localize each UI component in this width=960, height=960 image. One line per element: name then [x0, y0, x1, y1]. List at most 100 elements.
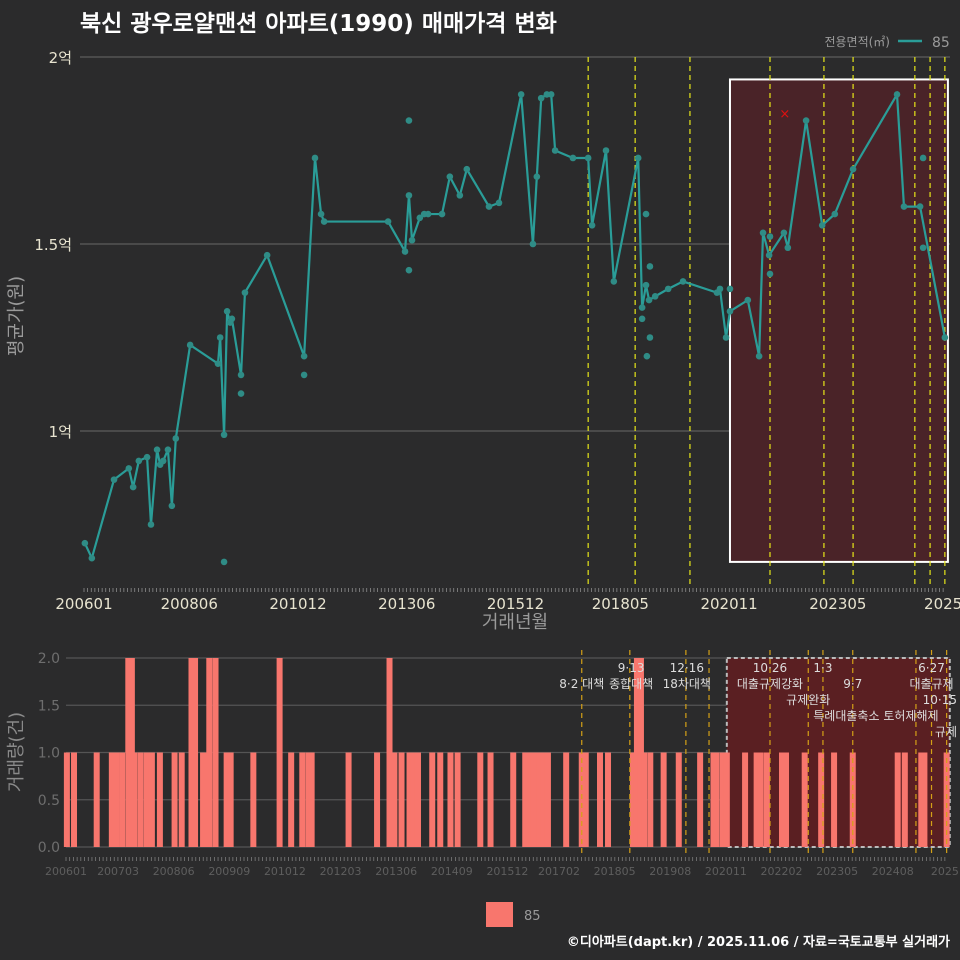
data-point — [638, 304, 646, 311]
data-point — [241, 289, 249, 296]
data-point — [384, 218, 392, 225]
data-point — [916, 203, 924, 210]
policy-annotation: 종합대책 — [609, 676, 653, 691]
data-point — [941, 334, 949, 341]
volume-bar — [410, 752, 417, 847]
volume-bar — [447, 752, 454, 847]
volume-bar — [200, 752, 207, 847]
data-point — [408, 236, 416, 244]
policy-annotation: 대출규제 — [909, 677, 953, 691]
volume-bar — [128, 658, 135, 847]
volume-bar — [633, 658, 640, 847]
volume-bar — [742, 752, 749, 847]
y-tick-label: 0.0 — [38, 840, 60, 856]
data-point — [416, 214, 424, 222]
data-point — [220, 431, 228, 439]
volume-bar — [250, 752, 257, 847]
data-point — [784, 244, 792, 252]
data-point — [569, 154, 577, 162]
data-point — [147, 521, 155, 528]
volume-bar — [406, 752, 413, 847]
data-point — [168, 502, 176, 510]
volume-bar — [131, 752, 138, 847]
volume-bar — [675, 752, 682, 847]
data-point — [679, 278, 687, 285]
volume-bar — [921, 752, 928, 847]
y-axis-title: 거래량(건) — [6, 712, 27, 792]
volume-bar — [582, 752, 589, 847]
transaction-point — [646, 334, 654, 341]
x-tick-label: 201805 — [594, 865, 636, 878]
data-point — [634, 154, 642, 162]
x-tick-label: 201409 — [431, 865, 473, 878]
data-point — [584, 154, 592, 162]
x-tick-label: 202408 — [872, 865, 914, 878]
transaction-point — [405, 266, 413, 274]
volume-bar — [563, 752, 570, 847]
data-point — [900, 203, 908, 210]
data-point — [517, 91, 525, 98]
volume-bar — [710, 752, 717, 847]
x-tick-label: 200601 — [45, 865, 87, 878]
transaction-point — [237, 390, 245, 397]
volume-bar — [779, 752, 786, 847]
x-tick-label: 201512 — [487, 595, 544, 613]
volume-bar — [119, 752, 126, 847]
data-point — [153, 446, 161, 454]
outlier-x-mark: × — [779, 107, 790, 122]
x-tick-label: 2025 — [931, 865, 959, 878]
volume-bar — [63, 752, 70, 847]
y-tick-label: 1억 — [49, 423, 72, 441]
x-tick-label: 2025 — [924, 595, 960, 613]
y-tick-label: 1.5억 — [34, 236, 72, 254]
data-point — [424, 210, 432, 218]
volume-bar — [943, 752, 950, 847]
data-point — [463, 165, 471, 173]
transaction-point — [726, 285, 734, 293]
transaction-point — [300, 371, 308, 379]
x-tick-label: 201908 — [649, 865, 691, 878]
volume-bar — [597, 752, 603, 847]
data-point — [755, 352, 763, 360]
y-tick-label: 0.5 — [38, 793, 60, 809]
legend-title: 전용면적(㎡) — [824, 35, 890, 49]
data-point — [320, 218, 328, 225]
volume-bar — [540, 752, 547, 847]
policy-annotation: 특례대출축소 토허제해제 — [813, 709, 938, 723]
x-tick-label: 200806 — [161, 595, 218, 613]
data-point — [726, 308, 734, 315]
volume-bar — [108, 752, 115, 847]
volume-bar — [629, 752, 636, 847]
data-point — [110, 476, 118, 483]
data-point — [602, 147, 610, 154]
data-point — [135, 457, 143, 465]
data-point — [216, 334, 224, 341]
volume-bar — [487, 752, 494, 847]
x-tick-label: 200909 — [208, 865, 250, 878]
legend-label: 85 — [524, 909, 541, 924]
volume-bar — [757, 752, 764, 847]
x-tick-label: 202305 — [816, 865, 858, 878]
data-point — [610, 278, 618, 285]
volume-bar — [753, 752, 760, 847]
x-tick-label: 202202 — [761, 865, 803, 878]
transaction-point — [766, 270, 774, 278]
policy-annotation: 규제 — [935, 725, 957, 739]
volume-bar — [143, 752, 150, 847]
data-point — [485, 203, 493, 210]
volume-bar — [156, 752, 163, 847]
policy-annotation: 9·7 — [843, 677, 862, 691]
volume-bar — [391, 752, 398, 847]
volume-bar — [71, 752, 78, 847]
volume-bar — [308, 752, 315, 847]
x-tick-label: 201203 — [320, 865, 362, 878]
volume-bar — [723, 752, 730, 847]
volume-bar — [544, 752, 551, 847]
volume-bar — [276, 658, 283, 847]
data-point — [765, 251, 773, 259]
data-point — [300, 352, 308, 360]
data-point — [551, 147, 559, 154]
x-tick-label: 201012 — [264, 865, 306, 878]
data-point — [818, 222, 826, 229]
volume-bar — [578, 752, 585, 847]
